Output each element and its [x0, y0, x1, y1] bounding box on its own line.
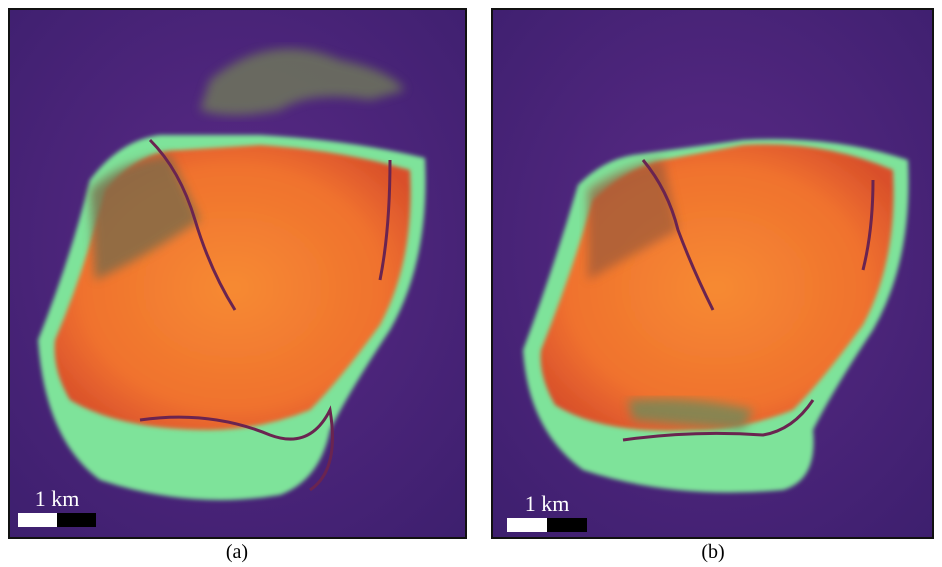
image-panel: 1 km	[491, 8, 934, 539]
scale-bar-black	[57, 513, 96, 527]
panel-caption: (a)	[225, 541, 249, 563]
creek	[148, 138, 392, 311]
scale-bar-white	[507, 518, 547, 532]
image-panel: 1 km	[8, 8, 467, 539]
creek	[139, 405, 334, 492]
marsh	[588, 160, 678, 280]
satellite-image: 1 km	[10, 10, 465, 537]
scale-bar-black	[547, 518, 587, 532]
creek	[641, 159, 875, 311]
satellite-image: 1 km	[493, 10, 932, 537]
northern-sandbank	[200, 48, 405, 115]
scale-bar-white	[18, 513, 57, 527]
creek	[622, 399, 815, 442]
scale-label: 1 km	[35, 486, 80, 511]
scale-label: 1 km	[525, 491, 570, 516]
marsh	[90, 155, 200, 280]
marsh	[628, 398, 753, 430]
panel-caption: (b)	[701, 541, 725, 563]
